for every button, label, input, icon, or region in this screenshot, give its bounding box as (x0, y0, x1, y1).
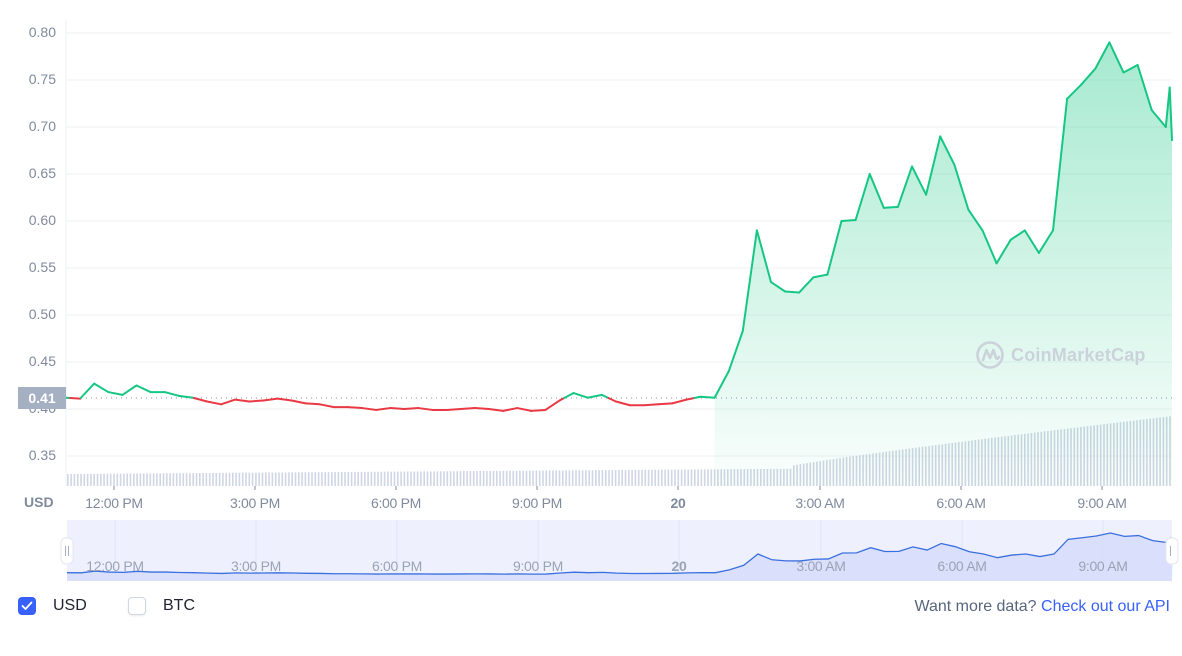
navigator-label: 3:00 AM (796, 558, 846, 574)
btc-label[interactable]: BTC (163, 597, 195, 614)
usd-label[interactable]: USD (53, 597, 87, 614)
coinmarketcap-watermark: CoinMarketCap (975, 340, 1146, 370)
y-tick: 0.45 (28, 353, 56, 369)
navigator-right-handle[interactable] (1165, 537, 1179, 565)
price-area-fill (714, 42, 1172, 487)
y-tick: 0.65 (28, 165, 56, 181)
btc-toggle[interactable]: BTC (128, 597, 195, 615)
navigator-label-date: 20 (671, 558, 687, 574)
navigator-label: 6:00 PM (371, 558, 423, 574)
x-tick: 6:00 PM (370, 495, 422, 511)
x-tick: 3:00 AM (795, 495, 845, 511)
navigator-area (67, 533, 1173, 581)
navigator-label: 3:00 PM (230, 558, 282, 574)
y-tick: 0.35 (28, 447, 56, 463)
x-tick: 6:00 AM (936, 495, 986, 511)
navigator-left-handle[interactable] (60, 537, 74, 565)
navigator-label: 6:00 AM (937, 558, 987, 574)
y-tick: 0.80 (28, 24, 56, 40)
x-tick-date: 20 (670, 495, 686, 511)
currency-unit-label: USD (24, 494, 54, 510)
navigator-label: 9:00 AM (1078, 558, 1128, 574)
current-price-badge: 0.41 (18, 387, 66, 409)
navigator-label: 9:00 PM (512, 558, 564, 574)
y-tick: 0.75 (28, 71, 56, 87)
api-link[interactable]: Check out our API (1041, 598, 1170, 615)
price-chart[interactable] (0, 0, 1182, 520)
y-tick: 0.60 (28, 212, 56, 228)
x-tick: 12:00 PM (85, 495, 143, 511)
api-prompt: Want more data? (914, 598, 1037, 615)
y-tick: 0.50 (28, 306, 56, 322)
x-tick: 9:00 AM (1077, 495, 1127, 511)
api-promo: Want more data? Check out our API (914, 598, 1170, 616)
y-tick: 0.70 (28, 118, 56, 134)
y-tick: 0.55 (28, 259, 56, 275)
navigator-chart[interactable] (0, 515, 1182, 585)
x-tick: 9:00 PM (511, 495, 563, 511)
coinmarketcap-logo-icon (976, 341, 1004, 369)
x-tick: 3:00 PM (229, 495, 281, 511)
btc-checkbox[interactable] (128, 597, 146, 615)
watermark-text: CoinMarketCap (1011, 344, 1146, 365)
usd-toggle[interactable]: USD (18, 597, 87, 615)
checkmark-icon (21, 601, 33, 610)
price-line (65, 41, 1173, 412)
usd-checkbox[interactable] (18, 597, 36, 615)
x-tick-marks (113, 486, 1103, 490)
navigator-line (66, 532, 1174, 575)
navigator-label: 12:00 PM (86, 558, 144, 574)
